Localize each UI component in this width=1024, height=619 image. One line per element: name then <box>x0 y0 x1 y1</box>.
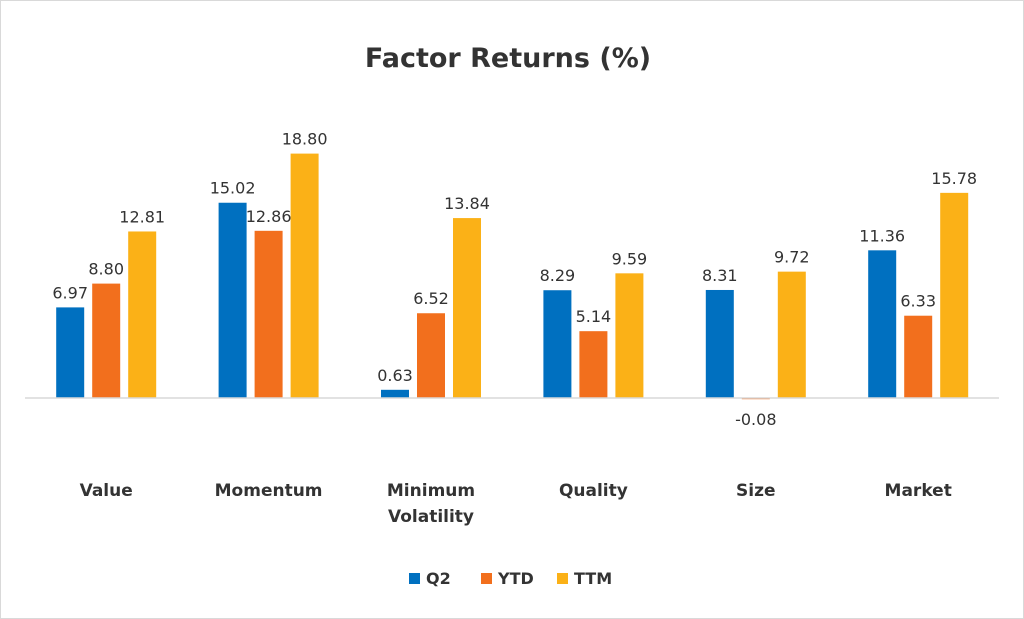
bar-momentum-ytd <box>254 230 283 398</box>
value-label-value-ytd: 8.80 <box>88 260 124 279</box>
bars-group <box>56 153 969 400</box>
value-label-market-ytd: 6.33 <box>900 292 936 311</box>
legend-swatch-q2 <box>409 573 420 584</box>
bar-momentum-ttm <box>290 153 319 398</box>
chart-title: Factor Returns (%) <box>365 43 651 74</box>
value-label-market-ttm: 15.78 <box>931 169 977 188</box>
bar-market-q2 <box>868 250 897 398</box>
legend-swatch-ytd <box>481 573 492 584</box>
value-label-value-q2: 6.97 <box>52 283 88 302</box>
bar-quality-ytd <box>579 331 608 398</box>
value-label-minimum-volatility-ttm: 13.84 <box>444 194 490 213</box>
bar-minimum-volatility-ttm <box>453 218 481 398</box>
value-label-momentum-ytd: 12.86 <box>246 207 292 226</box>
category-labels-group: Value Momentum Minimum Volatility Quality Siz… <box>80 481 952 527</box>
value-labels-group: 6.978.80 12.81 15.02 12.86 18.80 0.63 6.52 13.8… <box>52 130 977 429</box>
value-label-value-ttm: 12.81 <box>119 207 165 226</box>
category-label-quality: Quality <box>559 481 628 501</box>
legend-swatch-ttm <box>557 573 568 584</box>
legend: Q2 YTD TTM <box>409 569 612 588</box>
value-label-momentum-q2: 15.02 <box>210 179 256 198</box>
value-label-size-ttm: 9.72 <box>774 248 810 267</box>
value-label-minimum-volatility-ytd: 6.52 <box>413 289 449 308</box>
category-label-minimum-volatility: Minimum Volatility <box>387 481 475 527</box>
category-label-market: Market <box>885 481 952 501</box>
category-label-value: Value <box>80 481 133 501</box>
bar-market-ytd <box>904 315 933 398</box>
value-label-quality-q2: 8.29 <box>540 266 576 285</box>
bar-minimum-volatility-q2 <box>381 389 409 398</box>
legend-label-ttm: TTM <box>574 569 612 588</box>
value-label-minimum-volatility-q2: 0.63 <box>377 366 413 385</box>
bar-quality-ttm <box>615 273 644 398</box>
bar-market-ttm <box>940 192 969 398</box>
bar-quality-q2 <box>543 290 572 398</box>
bar-value-q2 <box>56 307 85 398</box>
bar-minimum-volatility-ytd <box>417 313 445 398</box>
bar-value-ttm <box>128 231 157 398</box>
value-label-size-q2: 8.31 <box>702 266 738 285</box>
bar-momentum-q2 <box>218 202 247 398</box>
value-label-quality-ttm: 9.59 <box>612 249 648 268</box>
bar-size-q2 <box>705 289 734 398</box>
category-label-size: Size <box>736 481 776 501</box>
bar-value-ytd <box>92 283 121 398</box>
value-label-size-ytd: -0.08 <box>735 410 776 429</box>
bar-size-ttm <box>777 271 806 398</box>
legend-label-q2: Q2 <box>426 569 451 588</box>
value-label-market-q2: 11.36 <box>859 226 905 245</box>
category-label-momentum: Momentum <box>215 481 323 501</box>
value-label-momentum-ttm: 18.80 <box>282 130 328 149</box>
value-label-quality-ytd: 5.14 <box>576 307 612 326</box>
legend-label-ytd: YTD <box>497 569 534 588</box>
